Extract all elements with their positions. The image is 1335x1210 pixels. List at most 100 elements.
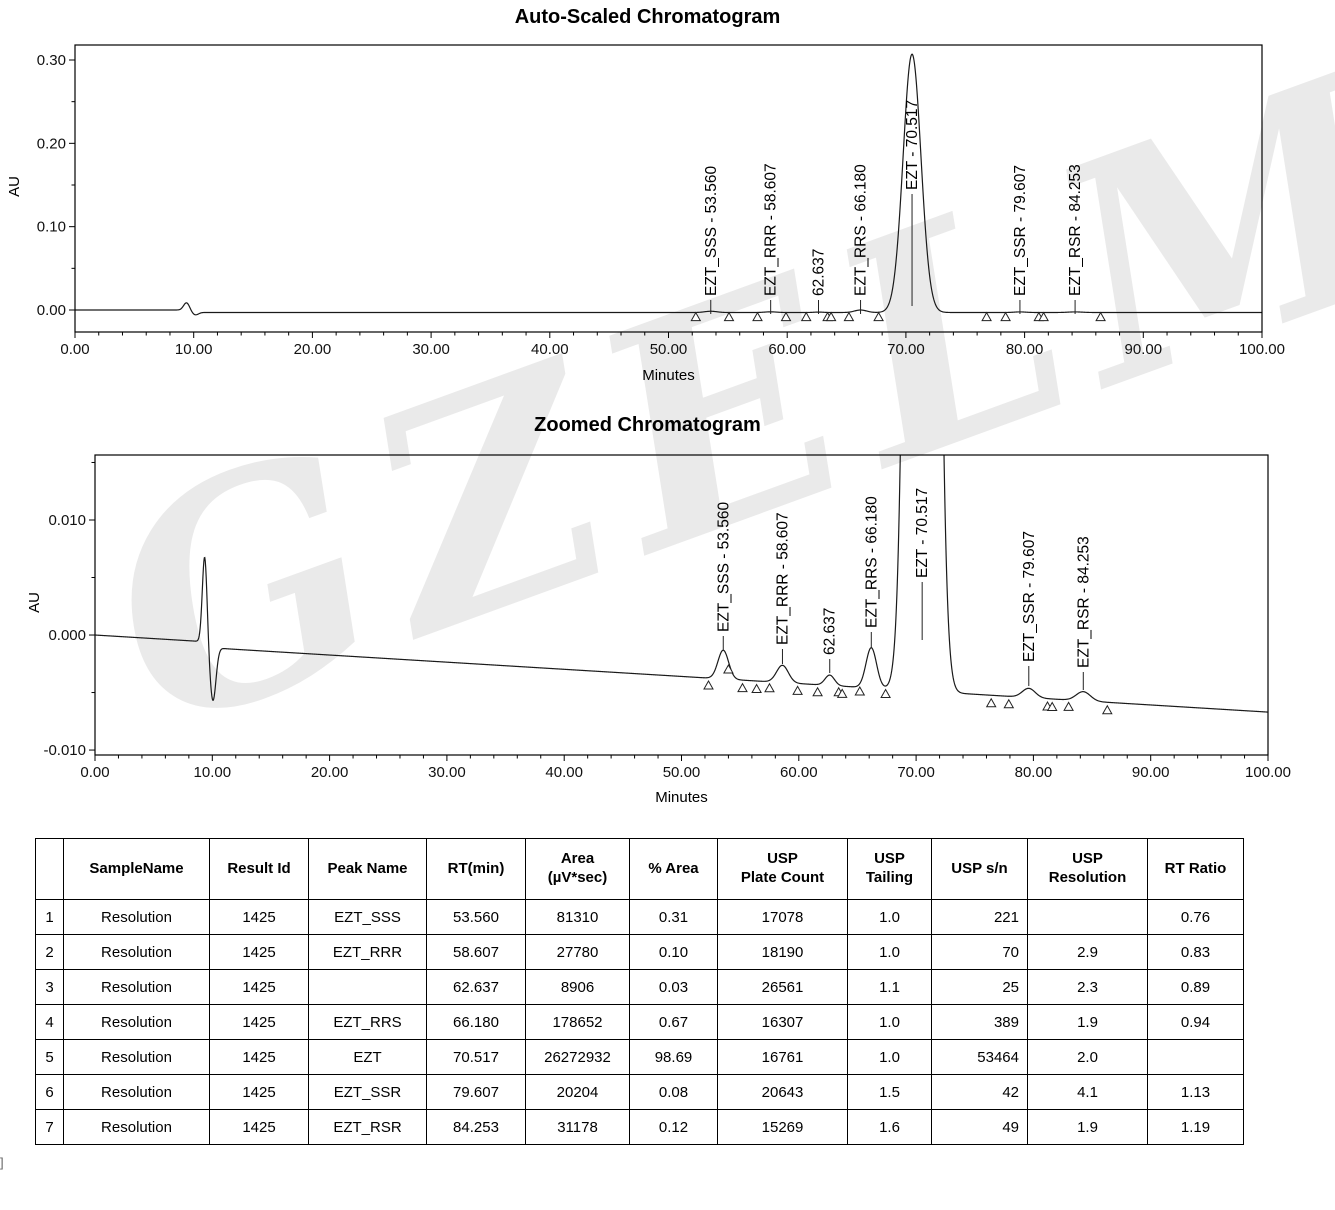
table-cell: 26561 — [717, 969, 848, 1005]
table-cell: 16307 — [717, 1004, 848, 1040]
x-tick-label: 90.00 — [1132, 764, 1170, 781]
column-header: USP Tailing — [847, 838, 932, 900]
y-axis-label-au: AU — [25, 592, 43, 613]
table-cell: 221 — [931, 899, 1028, 935]
table-cell: EZT_SSR — [308, 1074, 427, 1110]
table-cell: 70 — [931, 934, 1028, 970]
table-cell: 26272932 — [525, 1039, 630, 1075]
integration-marker-triangle — [825, 311, 837, 322]
peak-label: EZT_RRS - 66.180 — [863, 496, 880, 628]
table-header: SampleName Result Id Peak Name RT(min) Area … — [35, 838, 1244, 900]
table-cell: 0.31 — [629, 899, 718, 935]
x-tick-label: 50.00 — [650, 341, 688, 358]
column-header: SampleName — [63, 838, 210, 900]
integration-marker-triangle — [703, 679, 714, 690]
integration-marker-triangle — [843, 311, 855, 322]
table-cell: 1425 — [209, 899, 309, 935]
peak-label: EZT_SSR - 79.607 — [1021, 531, 1038, 662]
table-cell: EZT_SSS — [308, 899, 427, 935]
peak-label: EZT - 70.517 — [904, 100, 921, 190]
table-cell: 1.9 — [1027, 1109, 1148, 1145]
table-cell: Resolution — [63, 934, 210, 970]
table-cell: 1425 — [209, 1039, 309, 1075]
x-tick-label: 50.00 — [663, 764, 701, 781]
table-cell: 62.637 — [426, 969, 526, 1005]
peak-label: EZT_SSS - 53.560 — [703, 166, 720, 296]
table-cell — [1147, 1039, 1244, 1075]
integration-marker-triangle — [880, 688, 891, 698]
table-row: 3 Resolution 1425 62.637 8906 0.03 26561 1.1 25 2… — [35, 969, 1244, 1005]
table-cell: 0.76 — [1147, 899, 1244, 935]
integration-marker-triangle — [1095, 311, 1106, 322]
column-header: USP s/n — [931, 838, 1028, 900]
table-cell: 7 — [35, 1109, 64, 1145]
table-cell: 58.607 — [426, 934, 526, 970]
x-tick-label: 100.00 — [1245, 764, 1291, 781]
table-cell: 0.94 — [1147, 1004, 1244, 1040]
table-cell: 1425 — [209, 934, 309, 970]
column-header: USP Resolution — [1027, 838, 1148, 900]
x-tick-label: 0.00 — [60, 341, 89, 358]
table-cell: EZT_RRR — [308, 934, 427, 970]
column-header: Result Id — [209, 838, 309, 900]
table-cell: 15269 — [717, 1109, 848, 1145]
y-tick-label: 0.010 — [48, 512, 86, 529]
integration-marker-triangle — [751, 683, 762, 693]
table-cell: 0.67 — [629, 1004, 718, 1040]
column-header: USP Plate Count — [717, 838, 848, 900]
table-cell: 53.560 — [426, 899, 526, 935]
table-cell: 178652 — [525, 1004, 630, 1040]
table-cell: 1.0 — [847, 934, 932, 970]
table-cell: 1.13 — [1147, 1074, 1244, 1110]
table-cell: 81310 — [525, 899, 630, 935]
table-cell — [1027, 899, 1148, 935]
table-cell: 6 — [35, 1074, 64, 1110]
x-tick-label: 60.00 — [780, 764, 818, 781]
table-cell: 53464 — [931, 1039, 1028, 1075]
integration-marker-triangle — [690, 311, 702, 322]
table-row: 5 Resolution 1425 EZT 70.517 26272932 98.69 167… — [35, 1039, 1244, 1075]
x-tick-label: 10.00 — [194, 764, 232, 781]
table-cell: 5 — [35, 1039, 64, 1075]
table-cell: EZT — [308, 1039, 427, 1075]
table-cell: 0.08 — [629, 1074, 718, 1110]
table-cell: 16761 — [717, 1039, 848, 1075]
table-cell: 20643 — [717, 1074, 848, 1110]
table-cell: 1.6 — [847, 1109, 932, 1145]
table-row: 4 Resolution 1425 EZT_RRS 66.180 178652 0.67 16… — [35, 1004, 1244, 1040]
table-cell: 2.0 — [1027, 1039, 1148, 1075]
column-header: % Area — [629, 838, 718, 900]
integration-marker-triangle — [723, 311, 735, 322]
integration-marker-triangle — [792, 685, 803, 695]
integration-marker-triangle — [737, 682, 748, 693]
table-cell: 17078 — [717, 899, 848, 935]
table-cell: 0.10 — [629, 934, 718, 970]
table-cell: 49 — [931, 1109, 1028, 1145]
integration-marker-triangle — [764, 682, 775, 693]
table-cell: 1425 — [209, 1109, 309, 1145]
x-tick-label: 70.00 — [897, 764, 935, 781]
table-cell: 66.180 — [426, 1004, 526, 1040]
peak-label: EZT_RRR - 58.607 — [774, 512, 791, 645]
auto-scaled-chart-title: Auto-Scaled Chromatogram — [514, 6, 781, 28]
peak-label: EZT - 70.517 — [914, 488, 931, 578]
integration-marker-triangle — [723, 663, 734, 674]
table-cell: 1.0 — [847, 1004, 932, 1040]
table-cell: 0.12 — [629, 1109, 718, 1145]
integration-marker-triangle — [873, 311, 884, 322]
integration-marker-triangle — [985, 697, 997, 708]
integration-markers — [703, 663, 1113, 715]
table-body: 1 Resolution 1425 EZT_SSS 53.560 81310 0.31 170… — [35, 899, 1244, 1145]
integration-marker-triangle — [1046, 701, 1058, 711]
table-cell: 84.253 — [426, 1109, 526, 1145]
x-tick-label: 30.00 — [412, 341, 450, 358]
x-tick-label: 30.00 — [428, 764, 466, 781]
integration-marker-triangle — [1003, 698, 1015, 709]
zoomed-chromatogram-plot: EZT_SSS - 53.560 EZT_RRR - 58.607 62.637 EZ… — [43, 454, 1291, 781]
integration-marker-triangle — [1038, 311, 1049, 322]
table-cell: 0.89 — [1147, 969, 1244, 1005]
table-row: 6 Resolution 1425 EZT_SSR 79.607 20204 0.08 206… — [35, 1074, 1244, 1110]
y-tick-label: 0.20 — [37, 135, 66, 152]
table-cell: EZT_RSR — [308, 1109, 427, 1145]
